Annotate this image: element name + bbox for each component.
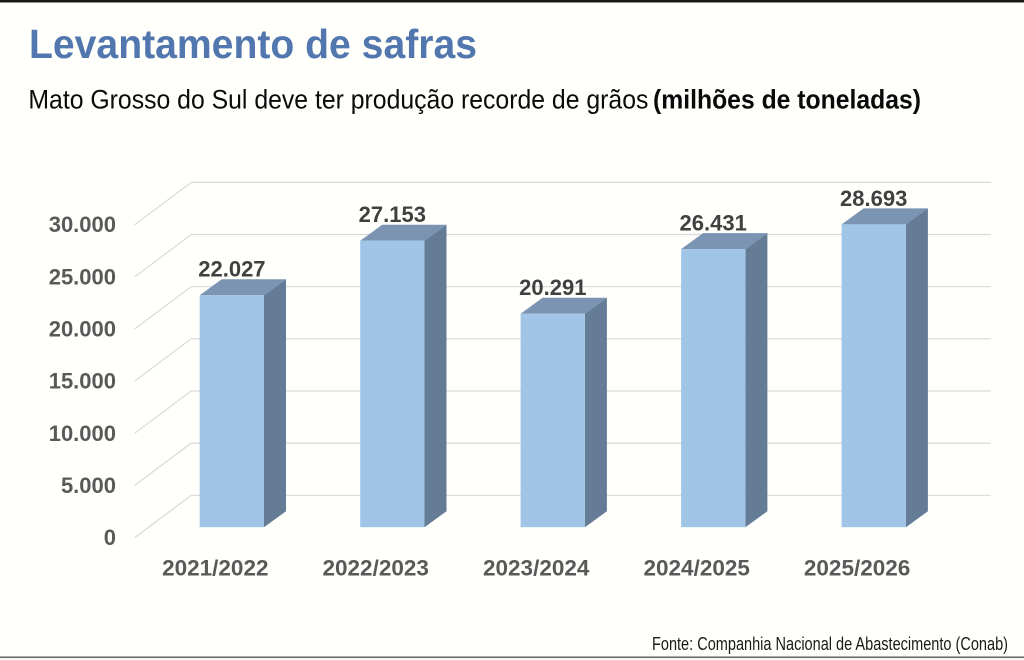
svg-text:22.027: 22.027 bbox=[198, 257, 265, 282]
svg-text:2024/2025: 2024/2025 bbox=[644, 556, 750, 581]
svg-text:30.000: 30.000 bbox=[49, 212, 116, 237]
svg-text:Mato Grosso do Sul deve ter pr: Mato Grosso do Sul deve ter produção rec… bbox=[28, 85, 648, 115]
svg-text:26.431: 26.431 bbox=[680, 211, 747, 236]
svg-text:25.000: 25.000 bbox=[49, 264, 116, 289]
svg-text:20.291: 20.291 bbox=[519, 275, 586, 300]
svg-text:Fonte: Companhia Nacional de A: Fonte: Companhia Nacional de Abastecimen… bbox=[652, 634, 1008, 654]
svg-text:15.000: 15.000 bbox=[49, 369, 116, 394]
svg-text:0: 0 bbox=[104, 525, 116, 550]
svg-text:2021/2022: 2021/2022 bbox=[162, 556, 268, 581]
svg-text:5.000: 5.000 bbox=[61, 473, 116, 498]
svg-text:28.693: 28.693 bbox=[840, 186, 907, 211]
svg-text:(milhões de toneladas): (milhões de toneladas) bbox=[653, 85, 921, 115]
svg-text:2022/2023: 2022/2023 bbox=[323, 556, 429, 581]
svg-text:27.153: 27.153 bbox=[359, 202, 426, 227]
svg-text:2023/2024: 2023/2024 bbox=[483, 556, 590, 581]
svg-text:20.000: 20.000 bbox=[49, 317, 116, 342]
svg-text:10.000: 10.000 bbox=[49, 421, 116, 446]
svg-text:2025/2026: 2025/2026 bbox=[804, 556, 910, 581]
svg-text:Levantamento de safras: Levantamento de safras bbox=[29, 21, 477, 67]
